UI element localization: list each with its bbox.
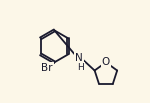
Text: O: O xyxy=(102,57,110,67)
Text: Br: Br xyxy=(41,63,52,73)
Text: H: H xyxy=(77,63,84,72)
Text: N: N xyxy=(75,53,83,63)
